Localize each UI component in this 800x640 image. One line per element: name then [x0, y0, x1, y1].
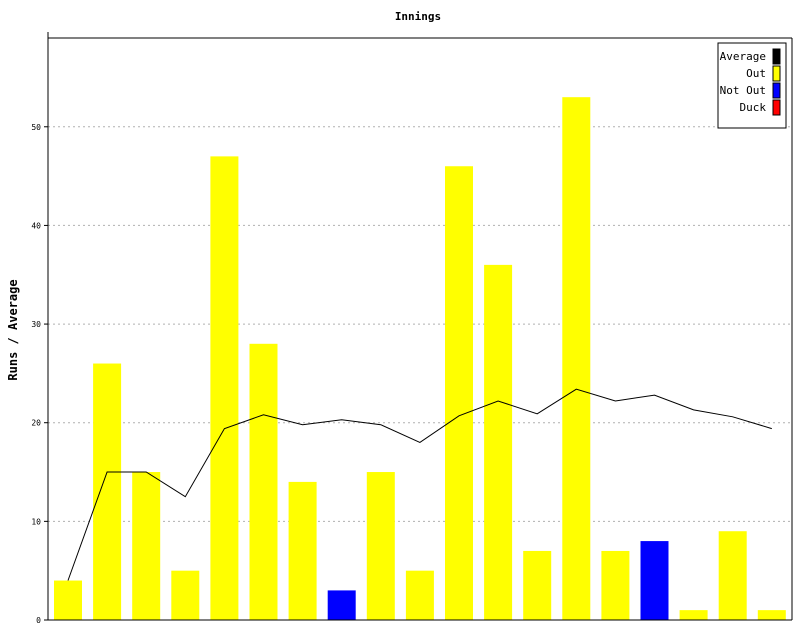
- bar-innings-9: [366, 472, 395, 620]
- grid-layer: [48, 126, 792, 522]
- average-line-layer: [67, 388, 772, 581]
- bar-innings-16: [640, 541, 669, 620]
- legend: Average Out Not Out Duck: [717, 42, 787, 129]
- legend-label: Not Out: [720, 84, 766, 97]
- bar-innings-2: [93, 363, 122, 620]
- bar-innings-3: [132, 472, 161, 620]
- axis-layer: 0 10 20 30 40 50: [31, 32, 793, 625]
- bar-layer: [54, 97, 786, 621]
- bar-innings-17: [679, 610, 708, 620]
- bar-innings-19: [757, 610, 786, 620]
- legend-swatch: [772, 82, 781, 99]
- y-axis-label: Runs / Average: [6, 279, 20, 380]
- y-tick-label: 50: [31, 123, 41, 132]
- chart-title: Innings: [395, 10, 441, 23]
- bar-innings-13: [523, 550, 552, 620]
- y-tick-label: 20: [31, 419, 41, 428]
- bar-innings-1: [54, 580, 82, 620]
- bar-innings-15: [601, 550, 630, 620]
- bar-innings-4: [171, 570, 200, 620]
- legend-label: Out: [746, 67, 766, 80]
- bar-innings-8: [327, 590, 356, 620]
- bar-innings-7: [288, 481, 317, 620]
- bar-innings-10: [405, 570, 434, 620]
- bar-innings-6: [249, 343, 278, 620]
- bar-innings-5: [210, 156, 239, 621]
- y-tick-label: 10: [31, 517, 41, 526]
- y-tick-label: 30: [31, 320, 41, 329]
- y-tick-label: 40: [31, 221, 41, 230]
- bar-innings-18: [718, 531, 747, 620]
- legend-swatch: [772, 48, 781, 65]
- bar-innings-14: [562, 97, 591, 620]
- bar-innings-12: [484, 264, 513, 620]
- legend-label: Duck: [740, 101, 767, 114]
- y-tick-label: 0: [36, 616, 41, 625]
- average-line: [67, 388, 772, 581]
- legend-swatch: [772, 65, 781, 82]
- bar-innings-11: [445, 166, 473, 620]
- legend-swatch: [772, 99, 781, 116]
- legend-label: Average: [720, 50, 766, 63]
